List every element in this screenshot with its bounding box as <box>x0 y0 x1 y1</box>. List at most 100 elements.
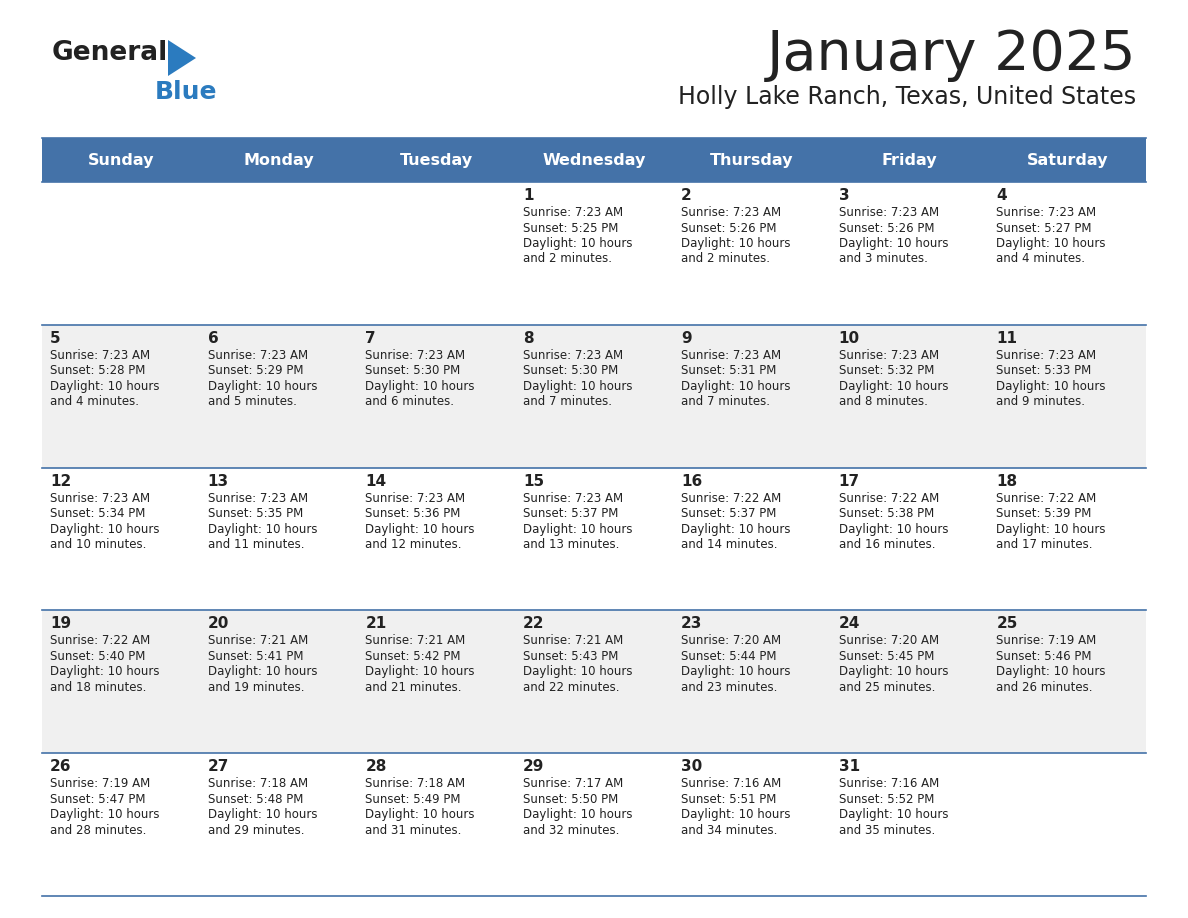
Text: and 18 minutes.: and 18 minutes. <box>50 681 146 694</box>
Text: Sunrise: 7:23 AM: Sunrise: 7:23 AM <box>366 349 466 362</box>
Text: and 7 minutes.: and 7 minutes. <box>523 396 612 409</box>
Text: Sunrise: 7:23 AM: Sunrise: 7:23 AM <box>523 349 624 362</box>
Text: Sunrise: 7:23 AM: Sunrise: 7:23 AM <box>50 492 150 505</box>
Text: Sunset: 5:43 PM: Sunset: 5:43 PM <box>523 650 619 663</box>
Text: Sunrise: 7:20 AM: Sunrise: 7:20 AM <box>681 634 781 647</box>
Text: Sunset: 5:26 PM: Sunset: 5:26 PM <box>681 221 776 234</box>
Text: Blue: Blue <box>154 80 217 104</box>
Text: Thursday: Thursday <box>710 152 794 167</box>
Text: and 25 minutes.: and 25 minutes. <box>839 681 935 694</box>
Text: Monday: Monday <box>244 152 314 167</box>
Text: 12: 12 <box>50 474 71 488</box>
Text: and 21 minutes.: and 21 minutes. <box>366 681 462 694</box>
Text: Daylight: 10 hours: Daylight: 10 hours <box>523 380 633 393</box>
Text: 4: 4 <box>997 188 1007 203</box>
Text: 23: 23 <box>681 616 702 632</box>
Text: and 19 minutes.: and 19 minutes. <box>208 681 304 694</box>
Text: Sunset: 5:26 PM: Sunset: 5:26 PM <box>839 221 934 234</box>
Text: Sunset: 5:52 PM: Sunset: 5:52 PM <box>839 793 934 806</box>
Text: 5: 5 <box>50 330 61 346</box>
Text: Sunset: 5:37 PM: Sunset: 5:37 PM <box>681 507 776 521</box>
Text: 19: 19 <box>50 616 71 632</box>
Text: Sunset: 5:39 PM: Sunset: 5:39 PM <box>997 507 1092 521</box>
Text: and 23 minutes.: and 23 minutes. <box>681 681 777 694</box>
Text: Sunset: 5:36 PM: Sunset: 5:36 PM <box>366 507 461 521</box>
Text: Daylight: 10 hours: Daylight: 10 hours <box>523 522 633 535</box>
Text: and 4 minutes.: and 4 minutes. <box>997 252 1086 265</box>
Text: Sunset: 5:35 PM: Sunset: 5:35 PM <box>208 507 303 521</box>
Text: and 29 minutes.: and 29 minutes. <box>208 823 304 836</box>
Text: Daylight: 10 hours: Daylight: 10 hours <box>681 808 790 822</box>
Text: and 7 minutes.: and 7 minutes. <box>681 396 770 409</box>
Text: Sunset: 5:48 PM: Sunset: 5:48 PM <box>208 793 303 806</box>
Text: Sunrise: 7:23 AM: Sunrise: 7:23 AM <box>523 492 624 505</box>
Text: Sunset: 5:42 PM: Sunset: 5:42 PM <box>366 650 461 663</box>
Text: 6: 6 <box>208 330 219 346</box>
Text: Daylight: 10 hours: Daylight: 10 hours <box>208 522 317 535</box>
Text: Daylight: 10 hours: Daylight: 10 hours <box>997 666 1106 678</box>
Text: 27: 27 <box>208 759 229 774</box>
Text: 26: 26 <box>50 759 71 774</box>
Text: Sunrise: 7:16 AM: Sunrise: 7:16 AM <box>839 778 939 790</box>
Text: 15: 15 <box>523 474 544 488</box>
Text: Daylight: 10 hours: Daylight: 10 hours <box>366 666 475 678</box>
Text: January 2025: January 2025 <box>766 28 1136 82</box>
Text: Daylight: 10 hours: Daylight: 10 hours <box>366 380 475 393</box>
Text: Sunset: 5:44 PM: Sunset: 5:44 PM <box>681 650 776 663</box>
Text: Sunrise: 7:23 AM: Sunrise: 7:23 AM <box>366 492 466 505</box>
Text: 21: 21 <box>366 616 386 632</box>
Text: Sunrise: 7:23 AM: Sunrise: 7:23 AM <box>839 349 939 362</box>
Text: Daylight: 10 hours: Daylight: 10 hours <box>50 522 159 535</box>
Text: Sunset: 5:25 PM: Sunset: 5:25 PM <box>523 221 619 234</box>
Text: Daylight: 10 hours: Daylight: 10 hours <box>839 666 948 678</box>
Text: and 12 minutes.: and 12 minutes. <box>366 538 462 551</box>
Text: Daylight: 10 hours: Daylight: 10 hours <box>681 237 790 250</box>
Text: Daylight: 10 hours: Daylight: 10 hours <box>523 666 633 678</box>
Text: Sunset: 5:34 PM: Sunset: 5:34 PM <box>50 507 145 521</box>
Text: Sunrise: 7:21 AM: Sunrise: 7:21 AM <box>523 634 624 647</box>
Text: and 13 minutes.: and 13 minutes. <box>523 538 619 551</box>
Text: 17: 17 <box>839 474 860 488</box>
Text: and 28 minutes.: and 28 minutes. <box>50 823 146 836</box>
Text: Sunset: 5:32 PM: Sunset: 5:32 PM <box>839 364 934 377</box>
Text: 7: 7 <box>366 330 377 346</box>
Text: 13: 13 <box>208 474 229 488</box>
Text: Daylight: 10 hours: Daylight: 10 hours <box>997 237 1106 250</box>
Text: Sunset: 5:27 PM: Sunset: 5:27 PM <box>997 221 1092 234</box>
Text: and 26 minutes.: and 26 minutes. <box>997 681 1093 694</box>
Text: Daylight: 10 hours: Daylight: 10 hours <box>839 237 948 250</box>
Text: Daylight: 10 hours: Daylight: 10 hours <box>681 380 790 393</box>
Text: Sunset: 5:28 PM: Sunset: 5:28 PM <box>50 364 145 377</box>
Text: Sunset: 5:49 PM: Sunset: 5:49 PM <box>366 793 461 806</box>
FancyBboxPatch shape <box>42 753 1146 896</box>
FancyBboxPatch shape <box>42 182 1146 325</box>
Text: and 6 minutes.: and 6 minutes. <box>366 396 455 409</box>
Text: Sunday: Sunday <box>88 152 154 167</box>
Text: and 35 minutes.: and 35 minutes. <box>839 823 935 836</box>
Text: 10: 10 <box>839 330 860 346</box>
Text: Holly Lake Ranch, Texas, United States: Holly Lake Ranch, Texas, United States <box>678 85 1136 109</box>
Text: Sunset: 5:41 PM: Sunset: 5:41 PM <box>208 650 303 663</box>
Text: Daylight: 10 hours: Daylight: 10 hours <box>839 522 948 535</box>
Text: Sunrise: 7:17 AM: Sunrise: 7:17 AM <box>523 778 624 790</box>
Text: Sunrise: 7:23 AM: Sunrise: 7:23 AM <box>681 206 781 219</box>
Text: Sunrise: 7:23 AM: Sunrise: 7:23 AM <box>50 349 150 362</box>
Text: 18: 18 <box>997 474 1017 488</box>
Text: Daylight: 10 hours: Daylight: 10 hours <box>523 808 633 822</box>
Text: Sunrise: 7:23 AM: Sunrise: 7:23 AM <box>997 349 1097 362</box>
FancyBboxPatch shape <box>42 467 1146 610</box>
Text: Daylight: 10 hours: Daylight: 10 hours <box>997 522 1106 535</box>
Text: Sunrise: 7:23 AM: Sunrise: 7:23 AM <box>523 206 624 219</box>
Text: Sunrise: 7:18 AM: Sunrise: 7:18 AM <box>208 778 308 790</box>
Text: 8: 8 <box>523 330 533 346</box>
Text: Daylight: 10 hours: Daylight: 10 hours <box>366 808 475 822</box>
Text: Saturday: Saturday <box>1026 152 1108 167</box>
Text: and 8 minutes.: and 8 minutes. <box>839 396 928 409</box>
Text: Daylight: 10 hours: Daylight: 10 hours <box>50 808 159 822</box>
Text: and 34 minutes.: and 34 minutes. <box>681 823 777 836</box>
Text: Sunset: 5:30 PM: Sunset: 5:30 PM <box>366 364 461 377</box>
Text: 28: 28 <box>366 759 387 774</box>
Text: and 14 minutes.: and 14 minutes. <box>681 538 777 551</box>
Text: Sunrise: 7:20 AM: Sunrise: 7:20 AM <box>839 634 939 647</box>
Text: Sunrise: 7:22 AM: Sunrise: 7:22 AM <box>50 634 150 647</box>
